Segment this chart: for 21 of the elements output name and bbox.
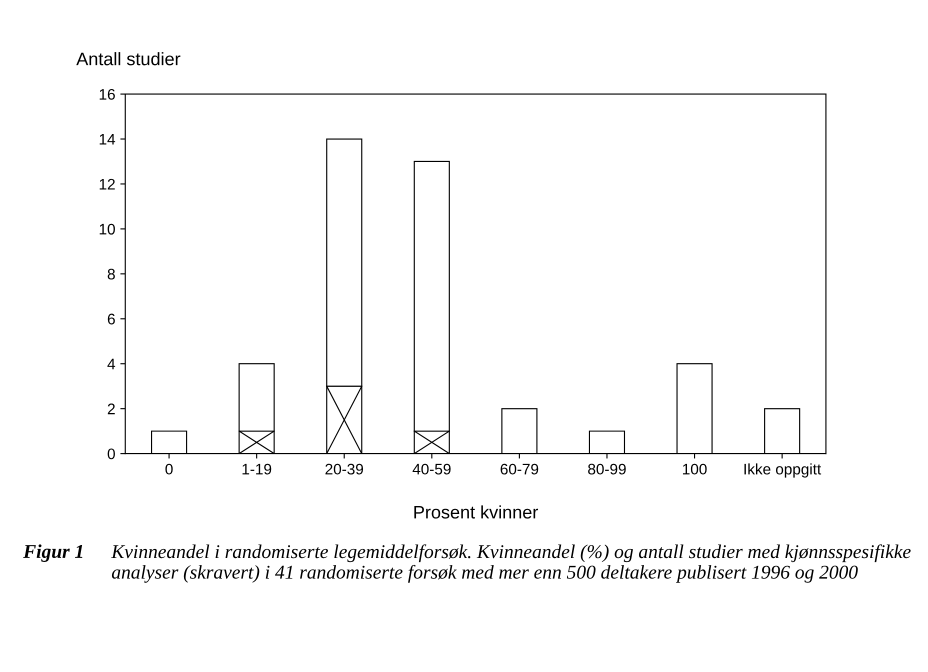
x-tick-label: Ikke oppgitt [744,463,822,478]
y-tick-label: 6 [108,314,115,324]
x-tick-label: 80-99 [588,464,626,475]
y-tick-label: 2 [108,404,115,414]
y-tick-label: 4 [107,358,116,370]
x-tick-label: 60-79 [500,464,538,475]
x-axis-title: Prosent kvinner [414,505,538,519]
x-tick-label: 40-59 [412,464,451,475]
y-tick-label: 16 [100,88,115,100]
y-tick-label: 8 [108,268,115,280]
x-tick-label: 1-19 [242,464,272,475]
y-tick-label: 0 [108,448,115,460]
text: Figur 1 [23,544,82,562]
x-tick-label: 20-39 [325,464,364,475]
x-tick-label: 0 [165,464,173,475]
y-tick-label: 12 [100,178,115,190]
y-tick-label: 14 [100,134,116,145]
x-tick-label: 100 [682,464,707,475]
y-axis-title: Antall studier [76,52,180,66]
y-tick-label: 10 [100,224,115,235]
text: Kvinneandel i randomiserte legemiddelforsøk. Kvinneandel (%) og antall studier med kjønnsspesifikke analyser (skravert) i 41 randomiserte forsøk med mer enn 500 deltakere publisert 1996 og 2000 [111,544,911,583]
